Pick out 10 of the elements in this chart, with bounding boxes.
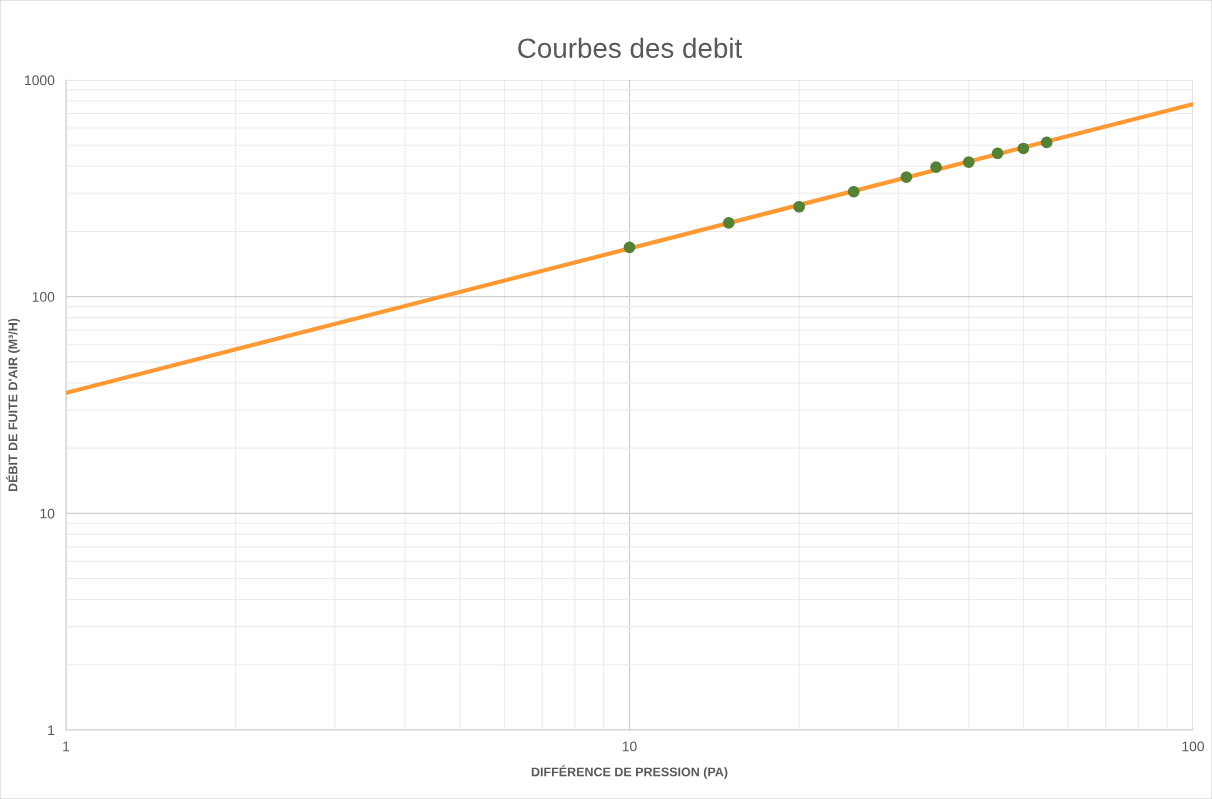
x-axis-title: DIFFÉRENCE DE PRESSION (PA) bbox=[531, 765, 728, 779]
x-tick-label: 100 bbox=[1182, 741, 1205, 752]
y-tick-label: 10 bbox=[40, 508, 55, 519]
y-tick-label: 1000 bbox=[25, 75, 55, 86]
y-axis-title: DÉBIT DE FUITE D'AIR (M³/H) bbox=[6, 318, 20, 492]
y-tick-label: 1 bbox=[48, 725, 55, 736]
y-tick-label: 100 bbox=[32, 292, 55, 302]
x-tick-label: 10 bbox=[622, 741, 637, 752]
chart-title: Courbes des debit bbox=[518, 37, 743, 59]
x-tick-label: 1 bbox=[63, 741, 70, 752]
